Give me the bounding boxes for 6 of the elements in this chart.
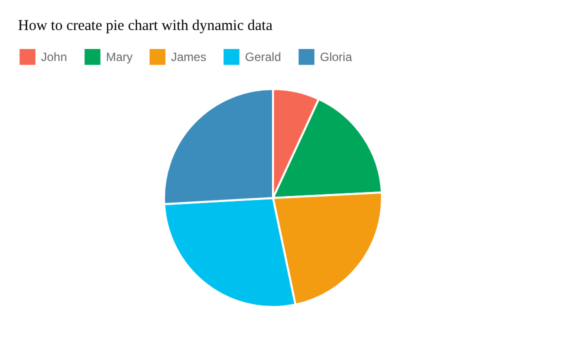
legend-label: Gerald	[245, 50, 282, 64]
legend-label: John	[41, 50, 68, 64]
legend-label: Mary	[106, 50, 133, 64]
chart-title: How to create pie chart with dynamic data	[18, 18, 273, 34]
legend-label: Gloria	[320, 50, 352, 64]
legend-label: James	[171, 50, 206, 64]
